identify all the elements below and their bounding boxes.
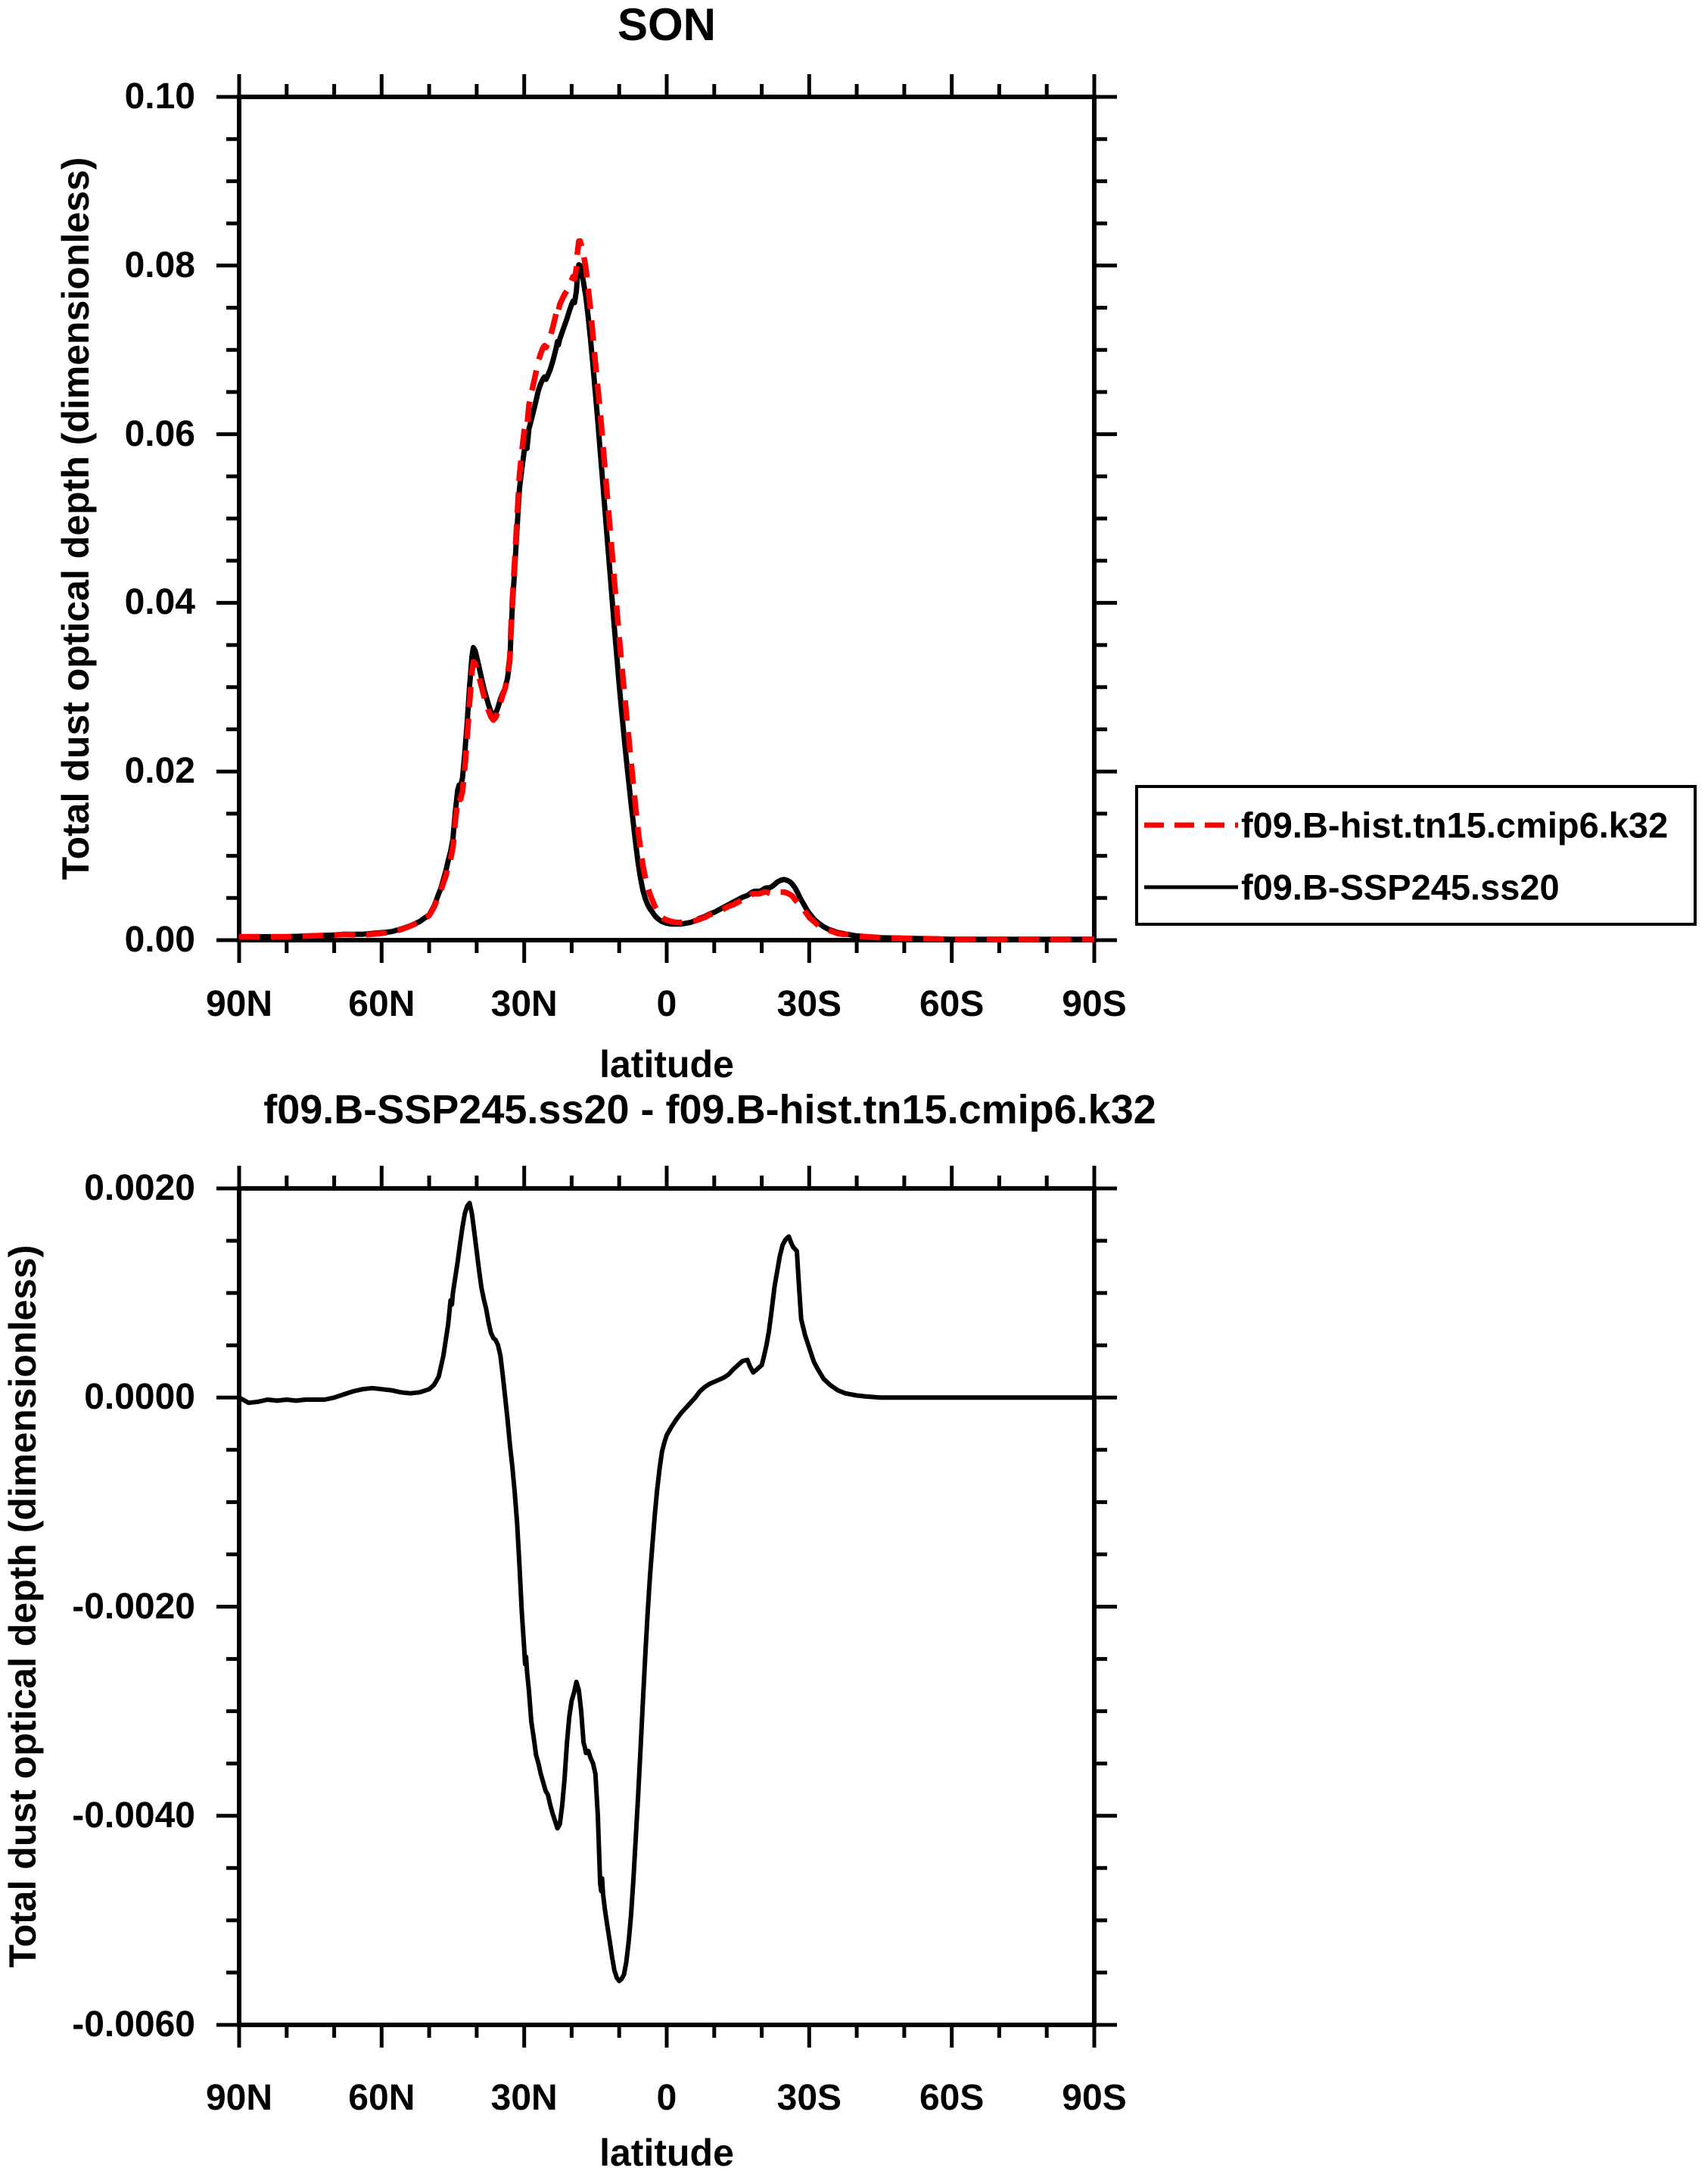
chart-0-y-tick-label: 0.02 [124,751,195,792]
legend-label-hist: f09.B-hist.tn15.cmip6.k32 [1241,805,1669,846]
chart-1-ticks [216,1166,1117,2048]
chart-0-x-tick-label: 60N [348,984,415,1024]
chart-1-y-tick-label: -0.0040 [72,1795,195,1836]
chart-0-y-tick-label: 0.04 [124,582,195,623]
bottom-chart-title: f09.B-SSP245.ss20 - f09.B-hist.tn15.cmip… [263,1087,1156,1132]
chart-1-x-tick-label: 90N [205,2078,273,2118]
chart-1-y-tick-label: 0.0020 [84,1168,195,1208]
bottom-chart-y-axis-label: Total dust optical depth (dimensionless) [2,1244,44,1968]
chart-0-frame [237,95,1097,942]
top-chart-title: SON [617,0,717,50]
bottom-chart-x-axis-label: latitude [599,2132,734,2174]
chart-1-x-tick-label: 90S [1062,2078,1127,2118]
chart-1-frame [237,1186,1097,2027]
legend-label-ssp245: f09.B-SSP245.ss20 [1241,867,1560,908]
chart-1-x-tick-label: 30S [776,2078,842,2118]
chart-0-y-tick-label: 0.06 [124,413,195,454]
chart-1-y-tick-label: -0.0020 [72,1586,195,1627]
chart-0-x-tick-label: 30N [490,984,558,1024]
chart-0-y-tick-label: 0.08 [124,244,195,285]
legend-line-dashed-red [1144,822,1238,828]
chart-0-x-tick-label: 0 [656,984,677,1024]
chart-0-series-f09.B-hist.tn15.cmip6.k32 [239,238,1094,942]
chart-1-x-tick-label: 60N [348,2078,415,2118]
chart-1-x-tick-label: 60S [919,2078,985,2118]
top-chart-y-axis-label: Total dust optical depth (dimensionless) [54,157,97,880]
chart-0-y-tick-label: 0.10 [124,76,195,117]
chart-0-ticks [216,74,1117,963]
chart-0-x-tick-label: 60S [919,984,985,1024]
chart-1-x-tick-label: 30N [490,2078,558,2118]
chart-0-x-tick-label: 90N [205,984,273,1024]
chart-1-series-difference [238,1201,1094,1983]
chart-0-series-f09.B-SSP245.ss20 [239,262,1094,942]
chart-1-y-tick-label: -0.0060 [72,2004,195,2045]
chart-1-x-tick-label: 0 [656,2078,677,2118]
legend-box: f09.B-hist.tn15.cmip6.k32 f09.B-SSP245.s… [1135,785,1697,926]
chart-1-y-tick-label: 0.0000 [84,1377,195,1418]
chart-0-x-tick-label: 30S [776,984,842,1024]
top-chart-x-axis-label: latitude [599,1043,734,1085]
chart-0-y-tick-label: 0.00 [124,920,195,960]
legend-line-solid-black [1144,885,1238,889]
chart-0-x-tick-label: 90S [1062,984,1127,1024]
